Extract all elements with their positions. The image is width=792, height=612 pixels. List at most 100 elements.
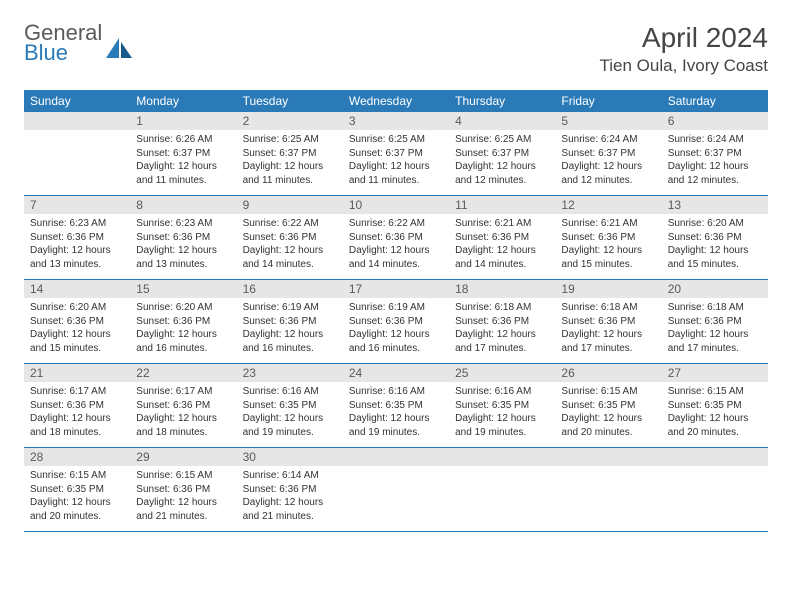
day-content: Sunrise: 6:15 AMSunset: 6:35 PMDaylight:… bbox=[555, 382, 661, 447]
daylight-text: Daylight: 12 hours bbox=[668, 412, 762, 426]
day-number bbox=[449, 448, 555, 466]
daylight-text: and 12 minutes. bbox=[668, 174, 762, 188]
day-content: Sunrise: 6:18 AMSunset: 6:36 PMDaylight:… bbox=[662, 298, 768, 363]
sunrise-text: Sunrise: 6:20 AM bbox=[668, 217, 762, 231]
daylight-text: Daylight: 12 hours bbox=[455, 328, 549, 342]
sail-icon bbox=[106, 38, 132, 60]
sunrise-text: Sunrise: 6:18 AM bbox=[668, 301, 762, 315]
daylight-text: Daylight: 12 hours bbox=[136, 496, 230, 510]
calendar-week-row: 1Sunrise: 6:26 AMSunset: 6:37 PMDaylight… bbox=[24, 112, 768, 196]
day-number: 18 bbox=[449, 280, 555, 298]
day-content: Sunrise: 6:24 AMSunset: 6:37 PMDaylight:… bbox=[555, 130, 661, 195]
calendar-day-cell: 13Sunrise: 6:20 AMSunset: 6:36 PMDayligh… bbox=[662, 196, 768, 280]
day-number: 25 bbox=[449, 364, 555, 382]
daylight-text: Daylight: 12 hours bbox=[30, 412, 124, 426]
day-content: Sunrise: 6:18 AMSunset: 6:36 PMDaylight:… bbox=[555, 298, 661, 363]
daylight-text: and 12 minutes. bbox=[455, 174, 549, 188]
sunset-text: Sunset: 6:36 PM bbox=[561, 315, 655, 329]
day-number: 17 bbox=[343, 280, 449, 298]
day-number: 1 bbox=[130, 112, 236, 130]
sunrise-text: Sunrise: 6:16 AM bbox=[243, 385, 337, 399]
daylight-text: Daylight: 12 hours bbox=[561, 160, 655, 174]
daylight-text: Daylight: 12 hours bbox=[136, 160, 230, 174]
calendar-day-cell: 3Sunrise: 6:25 AMSunset: 6:37 PMDaylight… bbox=[343, 112, 449, 196]
calendar-day-cell: 18Sunrise: 6:18 AMSunset: 6:36 PMDayligh… bbox=[449, 280, 555, 364]
day-number: 28 bbox=[24, 448, 130, 466]
sunrise-text: Sunrise: 6:15 AM bbox=[668, 385, 762, 399]
calendar-day-cell: 8Sunrise: 6:23 AMSunset: 6:36 PMDaylight… bbox=[130, 196, 236, 280]
calendar-day-cell: 6Sunrise: 6:24 AMSunset: 6:37 PMDaylight… bbox=[662, 112, 768, 196]
day-number: 20 bbox=[662, 280, 768, 298]
daylight-text: and 11 minutes. bbox=[136, 174, 230, 188]
day-number: 2 bbox=[237, 112, 343, 130]
daylight-text: and 16 minutes. bbox=[136, 342, 230, 356]
sunrise-text: Sunrise: 6:20 AM bbox=[30, 301, 124, 315]
title-block: April 2024 Tien Oula, Ivory Coast bbox=[600, 22, 769, 76]
day-number: 10 bbox=[343, 196, 449, 214]
sunrise-text: Sunrise: 6:14 AM bbox=[243, 469, 337, 483]
sunset-text: Sunset: 6:36 PM bbox=[561, 231, 655, 245]
day-number: 13 bbox=[662, 196, 768, 214]
calendar-day-cell: 12Sunrise: 6:21 AMSunset: 6:36 PMDayligh… bbox=[555, 196, 661, 280]
calendar-day-cell: 29Sunrise: 6:15 AMSunset: 6:36 PMDayligh… bbox=[130, 448, 236, 532]
daylight-text: and 19 minutes. bbox=[455, 426, 549, 440]
calendar-day-cell: 28Sunrise: 6:15 AMSunset: 6:35 PMDayligh… bbox=[24, 448, 130, 532]
sunrise-text: Sunrise: 6:22 AM bbox=[349, 217, 443, 231]
day-number: 3 bbox=[343, 112, 449, 130]
sunset-text: Sunset: 6:37 PM bbox=[136, 147, 230, 161]
weekday-header: Saturday bbox=[662, 90, 768, 112]
day-content: Sunrise: 6:18 AMSunset: 6:36 PMDaylight:… bbox=[449, 298, 555, 363]
sunset-text: Sunset: 6:36 PM bbox=[455, 231, 549, 245]
weekday-header: Sunday bbox=[24, 90, 130, 112]
sunset-text: Sunset: 6:36 PM bbox=[349, 315, 443, 329]
daylight-text: and 11 minutes. bbox=[349, 174, 443, 188]
sunset-text: Sunset: 6:36 PM bbox=[136, 399, 230, 413]
calendar-day-cell bbox=[343, 448, 449, 532]
daylight-text: Daylight: 12 hours bbox=[455, 412, 549, 426]
daylight-text: Daylight: 12 hours bbox=[561, 244, 655, 258]
sunset-text: Sunset: 6:36 PM bbox=[136, 315, 230, 329]
sunset-text: Sunset: 6:37 PM bbox=[561, 147, 655, 161]
sunrise-text: Sunrise: 6:22 AM bbox=[243, 217, 337, 231]
calendar-day-cell: 25Sunrise: 6:16 AMSunset: 6:35 PMDayligh… bbox=[449, 364, 555, 448]
day-number: 22 bbox=[130, 364, 236, 382]
sunrise-text: Sunrise: 6:24 AM bbox=[561, 133, 655, 147]
day-content: Sunrise: 6:16 AMSunset: 6:35 PMDaylight:… bbox=[237, 382, 343, 447]
calendar-day-cell bbox=[449, 448, 555, 532]
day-content: Sunrise: 6:26 AMSunset: 6:37 PMDaylight:… bbox=[130, 130, 236, 195]
calendar-day-cell: 11Sunrise: 6:21 AMSunset: 6:36 PMDayligh… bbox=[449, 196, 555, 280]
calendar-body: 1Sunrise: 6:26 AMSunset: 6:37 PMDaylight… bbox=[24, 112, 768, 532]
title-month: April 2024 bbox=[600, 22, 769, 54]
sunset-text: Sunset: 6:35 PM bbox=[455, 399, 549, 413]
daylight-text: and 12 minutes. bbox=[561, 174, 655, 188]
day-content: Sunrise: 6:21 AMSunset: 6:36 PMDaylight:… bbox=[555, 214, 661, 279]
sunset-text: Sunset: 6:36 PM bbox=[30, 399, 124, 413]
sunrise-text: Sunrise: 6:18 AM bbox=[561, 301, 655, 315]
calendar-week-row: 7Sunrise: 6:23 AMSunset: 6:36 PMDaylight… bbox=[24, 196, 768, 280]
daylight-text: Daylight: 12 hours bbox=[136, 412, 230, 426]
day-number bbox=[662, 448, 768, 466]
weekday-header: Monday bbox=[130, 90, 236, 112]
weekday-header: Friday bbox=[555, 90, 661, 112]
daylight-text: Daylight: 12 hours bbox=[561, 328, 655, 342]
daylight-text: and 16 minutes. bbox=[349, 342, 443, 356]
logo-blue: Blue bbox=[24, 42, 102, 64]
calendar-day-cell bbox=[555, 448, 661, 532]
sunset-text: Sunset: 6:36 PM bbox=[30, 315, 124, 329]
logo-text: General Blue bbox=[24, 22, 102, 64]
day-number: 4 bbox=[449, 112, 555, 130]
daylight-text: and 15 minutes. bbox=[561, 258, 655, 272]
day-content: Sunrise: 6:23 AMSunset: 6:36 PMDaylight:… bbox=[24, 214, 130, 279]
daylight-text: Daylight: 12 hours bbox=[243, 412, 337, 426]
sunset-text: Sunset: 6:36 PM bbox=[243, 315, 337, 329]
daylight-text: and 21 minutes. bbox=[136, 510, 230, 524]
day-content: Sunrise: 6:24 AMSunset: 6:37 PMDaylight:… bbox=[662, 130, 768, 195]
sunset-text: Sunset: 6:36 PM bbox=[668, 231, 762, 245]
daylight-text: and 14 minutes. bbox=[349, 258, 443, 272]
day-number: 11 bbox=[449, 196, 555, 214]
calendar-day-cell: 15Sunrise: 6:20 AMSunset: 6:36 PMDayligh… bbox=[130, 280, 236, 364]
sunrise-text: Sunrise: 6:19 AM bbox=[243, 301, 337, 315]
sunrise-text: Sunrise: 6:18 AM bbox=[455, 301, 549, 315]
sunrise-text: Sunrise: 6:17 AM bbox=[136, 385, 230, 399]
calendar-day-cell: 26Sunrise: 6:15 AMSunset: 6:35 PMDayligh… bbox=[555, 364, 661, 448]
